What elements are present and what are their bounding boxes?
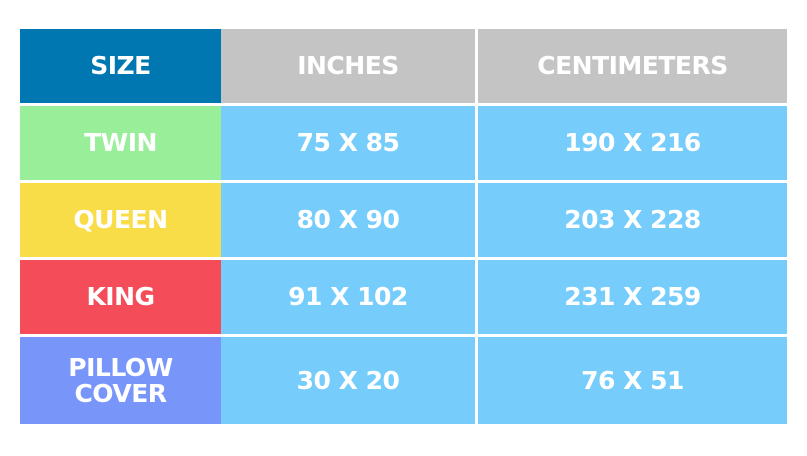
size-queen: QUEEN <box>20 183 221 257</box>
size-king: KING <box>20 260 221 334</box>
header-size: SIZE <box>20 29 221 103</box>
king-centimeters: 231 X 259 <box>478 260 787 334</box>
twin-inches: 75 X 85 <box>221 106 475 180</box>
pillow-cover-centimeters: 76 X 51 <box>478 337 787 424</box>
header-inches: INCHES <box>221 29 475 103</box>
size-pillow-cover: PILLOW COVER <box>20 337 221 424</box>
pillow-cover-inches: 30 X 20 <box>221 337 475 424</box>
twin-centimeters: 190 X 216 <box>478 106 787 180</box>
size-twin: TWIN <box>20 106 221 180</box>
queen-centimeters: 203 X 228 <box>478 183 787 257</box>
header-centimeters: CENTIMETERS <box>478 29 787 103</box>
queen-inches: 80 X 90 <box>221 183 475 257</box>
king-inches: 91 X 102 <box>221 260 475 334</box>
